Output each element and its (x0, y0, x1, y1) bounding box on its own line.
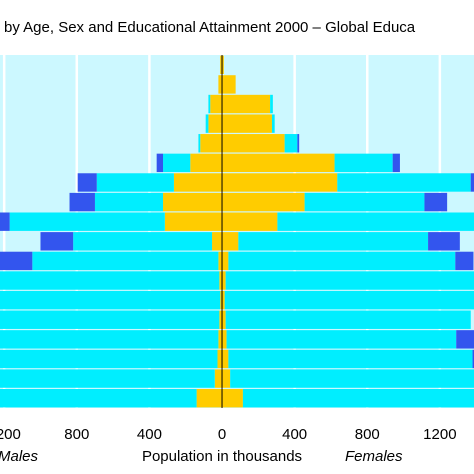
bar-segment (222, 55, 224, 75)
bar-segment (222, 330, 227, 349)
bar-segment (173, 173, 223, 192)
bar-segment (217, 349, 223, 369)
bar-segment (69, 192, 95, 212)
bar-segment (222, 369, 231, 388)
bar-segment (40, 232, 74, 251)
bar-segment (472, 349, 474, 369)
bar-segment (222, 75, 236, 94)
bar-segment (470, 173, 474, 192)
bar-segment (163, 192, 223, 212)
bar-segment (198, 134, 201, 153)
bar-segment (196, 388, 223, 408)
bar-segment (222, 290, 225, 310)
bar-segment (220, 290, 223, 310)
bar-segment (205, 114, 209, 133)
bar-segment (190, 153, 223, 173)
bar-segment (156, 153, 164, 173)
bar-segment (0, 271, 220, 290)
bar-segment (428, 232, 460, 251)
bar-segment (0, 310, 220, 329)
bar-segment (230, 369, 474, 388)
bar-segment (94, 192, 164, 212)
x-tick-label: 800 (355, 426, 380, 443)
bar-segment (225, 310, 471, 329)
bar-segment (214, 369, 223, 388)
bar-segment (32, 251, 219, 271)
x-axis-label: Population in thousands (142, 448, 302, 465)
x-tick-label: 1200 (423, 426, 456, 443)
bar-segment (225, 271, 474, 290)
bar-segment (222, 114, 272, 133)
bar-segment (219, 310, 223, 329)
bar-segment (222, 232, 239, 251)
bar-segment (0, 388, 197, 408)
x-tick-label: 800 (64, 426, 89, 443)
x-tick-label: 0 (218, 426, 226, 443)
chart-title: by Age, Sex and Educational Attainment 2… (4, 19, 416, 36)
bar-segment (224, 290, 474, 310)
bar-segment (334, 153, 393, 173)
right-label: Females (345, 448, 403, 465)
bar-segment (337, 173, 471, 192)
bar-segment (222, 153, 335, 173)
bar-segment (297, 134, 300, 153)
bar-segment (0, 369, 215, 388)
bar-segment (0, 330, 219, 349)
plot (0, 55, 474, 408)
bar-segment (73, 232, 213, 251)
x-tick-label: 1200 (0, 426, 21, 443)
bar-segment (212, 232, 223, 251)
plot-background (0, 55, 474, 408)
bar-segment (271, 114, 275, 133)
bar-segment (218, 251, 223, 271)
bar-segment (9, 212, 165, 231)
bar-segment (0, 251, 33, 271)
bar-segment (218, 75, 223, 94)
x-tick-label: 400 (137, 426, 162, 443)
bar-segment (222, 192, 305, 212)
bar-segment (222, 212, 278, 231)
bar-segment (200, 134, 223, 153)
bar-segment (456, 330, 474, 349)
bar-segment (222, 134, 285, 153)
bar-segment (228, 251, 456, 271)
bar-segment (208, 114, 223, 133)
bar-segment (222, 271, 226, 290)
bar-segment (228, 349, 473, 369)
bar-segment (222, 349, 229, 369)
bar-segment (222, 310, 226, 329)
bar-segment (242, 388, 474, 408)
bar-segment (219, 271, 223, 290)
bar-segment (284, 134, 298, 153)
bar-segment (220, 55, 223, 75)
bar-segment (96, 173, 174, 192)
bar-segment (0, 212, 10, 231)
bar-segment (270, 94, 273, 114)
bar-segment (222, 94, 271, 114)
bar-segment (164, 212, 223, 231)
bar-segment (218, 330, 223, 349)
bar-segment (77, 173, 97, 192)
bar-segment (222, 173, 338, 192)
bar-segment (208, 94, 211, 114)
left-label: Males (0, 448, 39, 465)
bar-segment (226, 330, 457, 349)
bar-segment (0, 290, 221, 310)
bar-segment (455, 251, 474, 271)
bar-segment (304, 192, 425, 212)
bar-segment (163, 153, 191, 173)
bar-segment (392, 153, 400, 173)
bar-segment (277, 212, 474, 231)
bar-segment (0, 349, 218, 369)
bar-segment (210, 94, 223, 114)
x-tick-label: 400 (282, 426, 307, 443)
bar-segment (424, 192, 448, 212)
bar-segment (222, 388, 243, 408)
bar-segment (238, 232, 429, 251)
bar-segment (222, 251, 229, 271)
